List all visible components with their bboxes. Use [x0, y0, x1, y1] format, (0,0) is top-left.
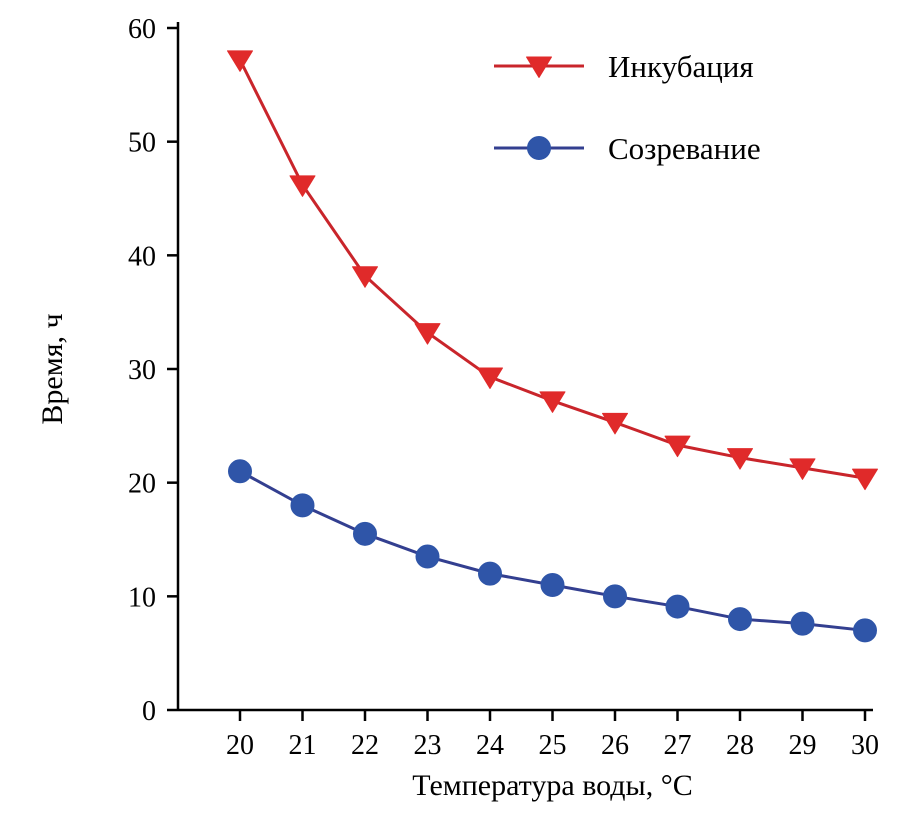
x-tick-label: 25 — [539, 730, 567, 761]
x-tick-label: 21 — [289, 730, 317, 761]
y-tick-label: 40 — [128, 241, 156, 272]
series-line-0 — [238, 59, 866, 480]
series-1-marker — [728, 607, 752, 632]
x-axis-title: Температура воды, °С — [412, 769, 692, 802]
series-0-marker — [664, 435, 691, 458]
series-1-marker — [603, 584, 627, 609]
x-tick-label: 23 — [414, 730, 442, 761]
y-tick-label: 60 — [128, 14, 156, 45]
series-0-marker — [539, 391, 566, 413]
series-1-marker — [415, 544, 440, 569]
legend-label-0: Инкубация — [608, 49, 754, 84]
series-1-marker — [228, 459, 252, 484]
series-1-marker — [540, 572, 565, 597]
y-tick-label: 0 — [142, 696, 156, 727]
y-tick-label: 50 — [128, 128, 156, 159]
x-tick-label: 24 — [476, 730, 504, 761]
series-0-marker — [227, 50, 253, 72]
x-tick-label: 30 — [851, 730, 879, 761]
x-tick-label: 29 — [789, 730, 817, 761]
series-line-1 — [239, 469, 866, 632]
x-tick-label: 20 — [226, 730, 254, 761]
series-0-marker — [852, 468, 878, 491]
series-1-marker — [353, 521, 377, 546]
series-0-marker — [602, 412, 628, 435]
x-tick-label: 27 — [664, 730, 692, 761]
series-0-marker — [727, 448, 753, 470]
x-tick-label: 26 — [601, 730, 629, 761]
legend-label-1: Созревание — [608, 131, 761, 166]
y-tick-label: 20 — [128, 469, 156, 500]
series-0-marker — [289, 175, 316, 197]
y-tick-label: 30 — [128, 355, 156, 386]
y-tick-label: 10 — [128, 582, 156, 613]
series-0-marker — [789, 458, 816, 480]
series-0-marker — [352, 266, 378, 288]
x-tick-label: 28 — [726, 730, 754, 761]
series-0-marker — [414, 323, 441, 345]
x-tick-label: 22 — [351, 730, 379, 761]
series-0-marker — [477, 367, 503, 389]
series-1-marker — [853, 618, 877, 643]
y-axis-title: Время, ч — [36, 313, 69, 424]
series-1-marker — [790, 611, 815, 636]
legend-marker-0 — [526, 56, 552, 78]
series-1-marker — [290, 493, 315, 518]
series-1-marker — [665, 594, 690, 619]
series-1-marker — [478, 561, 502, 586]
legend-marker-1 — [527, 136, 551, 160]
